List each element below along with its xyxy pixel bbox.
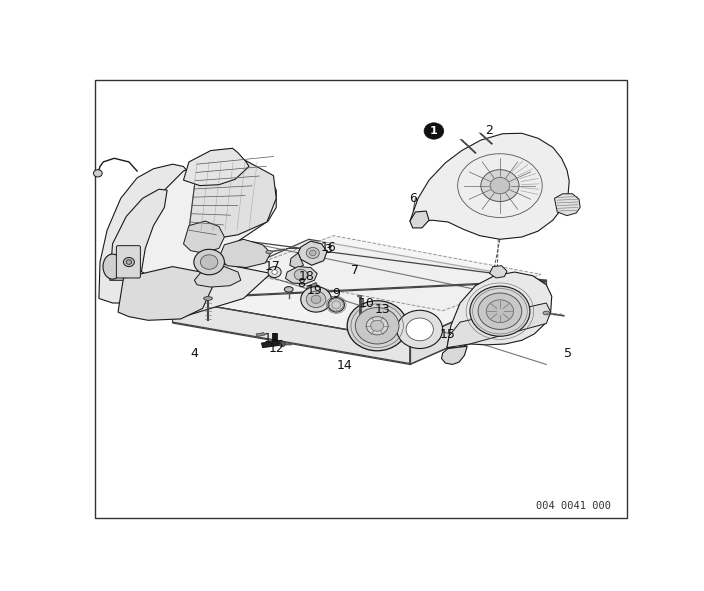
Text: 9: 9 <box>332 287 340 300</box>
Circle shape <box>306 291 326 307</box>
Circle shape <box>370 320 384 331</box>
Circle shape <box>301 287 332 312</box>
Polygon shape <box>137 157 276 279</box>
Circle shape <box>272 269 277 274</box>
Circle shape <box>306 248 320 258</box>
Circle shape <box>397 310 443 349</box>
Text: 5: 5 <box>564 346 572 359</box>
Text: 13: 13 <box>375 303 391 316</box>
Polygon shape <box>235 236 541 311</box>
Circle shape <box>201 255 218 269</box>
Circle shape <box>310 250 316 256</box>
Text: 12: 12 <box>268 342 284 355</box>
Text: 17: 17 <box>265 260 280 273</box>
Circle shape <box>470 286 530 336</box>
Polygon shape <box>290 253 303 268</box>
Polygon shape <box>113 254 271 317</box>
Ellipse shape <box>328 297 344 312</box>
Polygon shape <box>306 282 318 293</box>
Ellipse shape <box>284 287 293 292</box>
Text: 18: 18 <box>298 270 314 283</box>
Polygon shape <box>219 239 271 268</box>
Circle shape <box>478 293 522 329</box>
Polygon shape <box>99 164 189 303</box>
Polygon shape <box>410 211 429 228</box>
Polygon shape <box>410 281 546 365</box>
Text: 6: 6 <box>409 192 417 205</box>
Ellipse shape <box>103 254 122 279</box>
Circle shape <box>366 317 388 335</box>
Text: 15: 15 <box>440 329 456 342</box>
Text: 10: 10 <box>358 297 375 310</box>
Circle shape <box>294 269 308 280</box>
Text: 4: 4 <box>191 346 199 359</box>
Text: 11: 11 <box>264 332 279 345</box>
Polygon shape <box>194 267 241 287</box>
Circle shape <box>486 300 514 323</box>
Polygon shape <box>172 300 410 365</box>
Circle shape <box>424 123 444 139</box>
Circle shape <box>123 258 134 267</box>
Text: 004 0041 000: 004 0041 000 <box>536 501 610 511</box>
Circle shape <box>356 307 399 344</box>
Polygon shape <box>118 267 213 320</box>
Polygon shape <box>447 303 551 348</box>
Polygon shape <box>298 241 327 265</box>
Text: 7: 7 <box>351 264 359 277</box>
Polygon shape <box>447 272 552 348</box>
Polygon shape <box>189 157 276 239</box>
Polygon shape <box>184 221 225 253</box>
Circle shape <box>268 267 281 278</box>
Circle shape <box>279 341 286 347</box>
Circle shape <box>311 296 321 303</box>
Circle shape <box>490 177 510 194</box>
Polygon shape <box>256 333 265 337</box>
Polygon shape <box>261 340 283 348</box>
Polygon shape <box>184 148 249 186</box>
Ellipse shape <box>203 297 213 300</box>
Text: 14: 14 <box>337 359 352 372</box>
FancyBboxPatch shape <box>116 246 140 278</box>
Circle shape <box>126 260 132 264</box>
Text: 1: 1 <box>430 126 438 136</box>
Circle shape <box>347 301 407 351</box>
Circle shape <box>481 170 519 202</box>
Ellipse shape <box>266 251 272 254</box>
Polygon shape <box>410 133 570 239</box>
Polygon shape <box>110 189 167 280</box>
Ellipse shape <box>358 296 362 297</box>
Text: 2: 2 <box>485 124 493 137</box>
Text: 3: 3 <box>324 243 332 256</box>
Circle shape <box>406 318 434 341</box>
Circle shape <box>194 249 225 275</box>
Text: 8: 8 <box>297 277 305 290</box>
Text: 16: 16 <box>320 241 336 254</box>
Polygon shape <box>441 346 467 365</box>
Polygon shape <box>286 267 318 284</box>
Circle shape <box>94 170 102 177</box>
Polygon shape <box>272 333 277 340</box>
Ellipse shape <box>543 311 550 315</box>
Polygon shape <box>555 194 580 216</box>
Polygon shape <box>172 239 546 341</box>
Polygon shape <box>489 266 507 278</box>
Text: 19: 19 <box>306 284 322 297</box>
